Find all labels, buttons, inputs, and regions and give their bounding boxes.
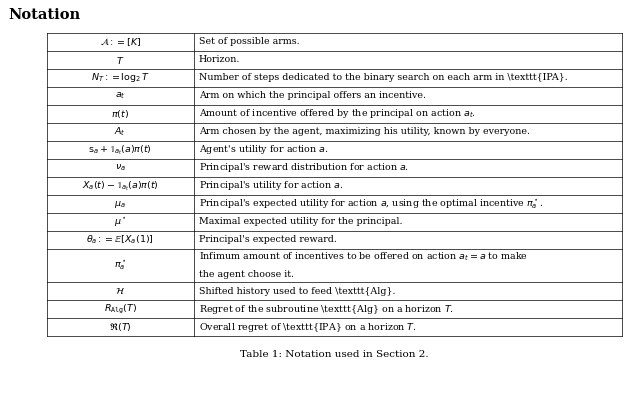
Text: Notation: Notation bbox=[8, 8, 80, 22]
Text: $X_a(t) - \mathbb{1}_{a_t}(a)\pi(t)$: $X_a(t) - \mathbb{1}_{a_t}(a)\pi(t)$ bbox=[82, 179, 159, 193]
Text: Arm on which the principal offers an incentive.: Arm on which the principal offers an inc… bbox=[198, 92, 426, 100]
Text: Principal's expected utility for action $a$, using the optimal incentive $\pi_a^: Principal's expected utility for action … bbox=[198, 197, 543, 211]
Text: Table 1: Notation used in Section 2.: Table 1: Notation used in Section 2. bbox=[240, 350, 429, 359]
Text: $a_t$: $a_t$ bbox=[115, 91, 125, 101]
Text: Overall regret of \texttt{IPA} on a horizon $T$.: Overall regret of \texttt{IPA} on a hori… bbox=[198, 320, 417, 333]
Text: $A_t$: $A_t$ bbox=[115, 126, 126, 138]
Text: $T$: $T$ bbox=[116, 55, 125, 66]
Text: Maximal expected utility for the principal.: Maximal expected utility for the princip… bbox=[198, 218, 402, 226]
Text: Number of steps dedicated to the binary search on each arm in \texttt{IPA}.: Number of steps dedicated to the binary … bbox=[198, 73, 568, 83]
Text: $\nu_a$: $\nu_a$ bbox=[115, 163, 126, 173]
Text: $\mu^\star$: $\mu^\star$ bbox=[114, 215, 127, 229]
Text: Agent's utility for action $a$.: Agent's utility for action $a$. bbox=[198, 143, 328, 156]
Text: Regret of the subroutine \texttt{Alg} on a horizon $T$.: Regret of the subroutine \texttt{Alg} on… bbox=[198, 303, 454, 316]
Text: the agent choose it.: the agent choose it. bbox=[198, 270, 294, 279]
Text: $\mathcal{H}$: $\mathcal{H}$ bbox=[115, 286, 125, 296]
Text: $\mathcal{A} := [K]$: $\mathcal{A} := [K]$ bbox=[100, 36, 141, 48]
Text: Principal's expected reward.: Principal's expected reward. bbox=[198, 235, 337, 245]
Text: $R_{\mathtt{Alg}}(T)$: $R_{\mathtt{Alg}}(T)$ bbox=[104, 303, 137, 316]
Text: $N_T := \log_2 T$: $N_T := \log_2 T$ bbox=[91, 71, 150, 85]
Text: Horizon.: Horizon. bbox=[198, 56, 240, 64]
Text: $\mu_a$: $\mu_a$ bbox=[115, 199, 126, 209]
Text: Principal's utility for action $a$.: Principal's utility for action $a$. bbox=[198, 179, 343, 192]
Text: Shifted history used to feed \texttt{Alg}.: Shifted history used to feed \texttt{Alg… bbox=[198, 286, 395, 295]
Text: Amount of incentive offered by the principal on action $a_t$.: Amount of incentive offered by the princ… bbox=[198, 107, 476, 120]
Text: Set of possible arms.: Set of possible arms. bbox=[198, 38, 300, 47]
Text: $\pi(t)$: $\pi(t)$ bbox=[111, 108, 129, 120]
Text: Arm chosen by the agent, maximizing his utility, known by everyone.: Arm chosen by the agent, maximizing his … bbox=[198, 128, 530, 137]
Text: Principal's reward distribution for action $a$.: Principal's reward distribution for acti… bbox=[198, 162, 409, 175]
Text: $\theta_a := \mathbb{E}[X_a(1)]$: $\theta_a := \mathbb{E}[X_a(1)]$ bbox=[86, 234, 154, 246]
Text: $\pi_a^\star$: $\pi_a^\star$ bbox=[114, 259, 127, 272]
Text: Infimum amount of incentives to be offered on action $a_t = a$ to make: Infimum amount of incentives to be offer… bbox=[198, 250, 527, 263]
Text: $\mathfrak{R}(T)$: $\mathfrak{R}(T)$ bbox=[109, 321, 132, 333]
Text: $\mathsf{s}_a + \mathbb{1}_{a_t}(a)\pi(t)$: $\mathsf{s}_a + \mathbb{1}_{a_t}(a)\pi(t… bbox=[88, 143, 152, 157]
